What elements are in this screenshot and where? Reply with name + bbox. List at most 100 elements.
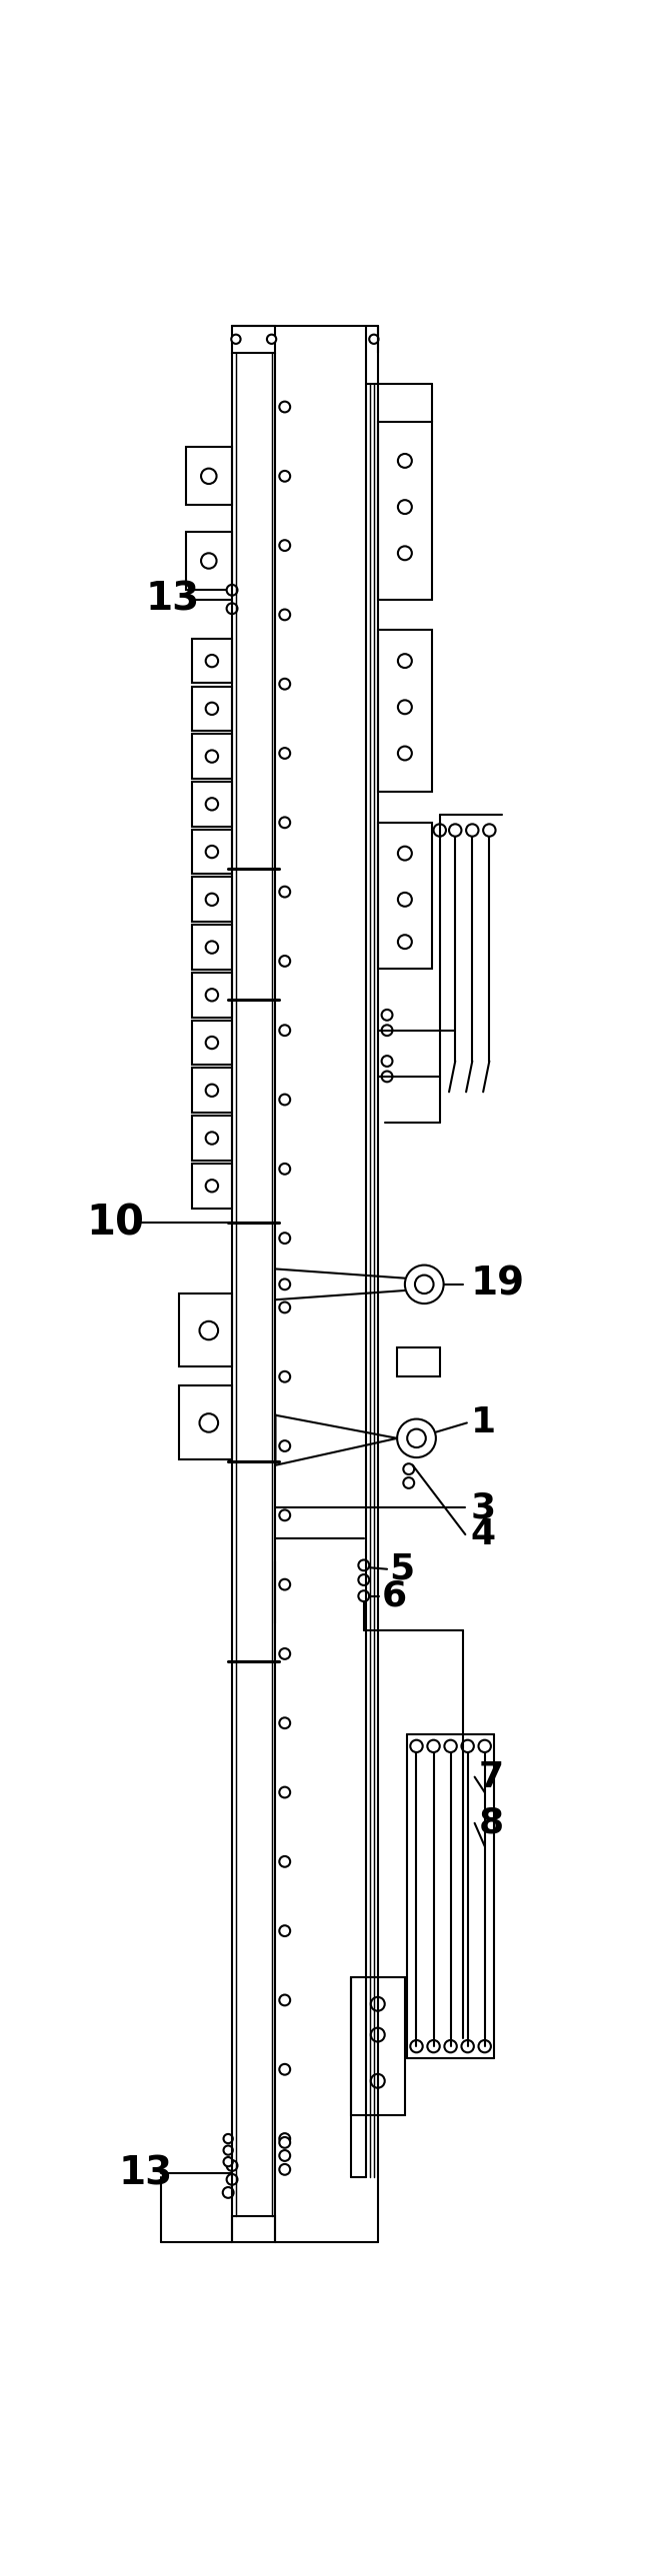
Circle shape <box>428 2040 440 2053</box>
Bar <box>192 1164 232 1208</box>
Bar <box>192 974 232 1018</box>
Circle shape <box>206 654 218 667</box>
Circle shape <box>398 747 412 760</box>
Circle shape <box>279 1788 290 1798</box>
Circle shape <box>404 1479 414 1489</box>
Circle shape <box>279 2138 290 2148</box>
Circle shape <box>279 2164 290 2174</box>
Circle shape <box>279 1164 290 1175</box>
Bar <box>192 734 232 778</box>
Bar <box>179 1293 232 1368</box>
Circle shape <box>224 2146 233 2156</box>
Bar <box>192 1069 232 1113</box>
Bar <box>378 822 432 969</box>
Circle shape <box>398 546 412 559</box>
Text: 4: 4 <box>471 1517 496 1551</box>
Circle shape <box>279 1370 290 1383</box>
Bar <box>397 1347 440 1376</box>
Circle shape <box>279 1649 290 1659</box>
Circle shape <box>206 1131 218 1144</box>
Circle shape <box>371 1996 385 2012</box>
Circle shape <box>279 2133 290 2143</box>
Bar <box>232 2215 276 2244</box>
Text: 1: 1 <box>471 1406 496 1440</box>
Circle shape <box>279 541 290 551</box>
Circle shape <box>279 1095 290 1105</box>
Circle shape <box>206 989 218 1002</box>
Circle shape <box>206 940 218 953</box>
Circle shape <box>279 1924 290 1937</box>
Circle shape <box>449 824 462 837</box>
Circle shape <box>279 956 290 966</box>
Circle shape <box>382 1056 392 1066</box>
Bar <box>350 1976 405 2115</box>
Bar <box>378 422 432 600</box>
Circle shape <box>462 1739 474 1752</box>
Bar <box>192 1115 232 1159</box>
Bar <box>378 631 432 791</box>
Circle shape <box>224 2156 233 2166</box>
Circle shape <box>279 1301 290 1314</box>
Circle shape <box>279 2151 290 2161</box>
Text: 13: 13 <box>118 2154 172 2192</box>
Circle shape <box>224 2133 233 2143</box>
Circle shape <box>398 701 412 714</box>
Circle shape <box>478 2040 491 2053</box>
Text: 13: 13 <box>145 580 200 618</box>
Circle shape <box>415 1275 434 1293</box>
Circle shape <box>200 1414 218 1432</box>
Circle shape <box>462 2040 474 2053</box>
Circle shape <box>279 1718 290 1728</box>
Circle shape <box>358 1589 369 1602</box>
Bar <box>192 1020 232 1064</box>
Bar <box>192 878 232 922</box>
Circle shape <box>279 1857 290 1868</box>
Text: 10: 10 <box>87 1203 145 1244</box>
Bar <box>186 531 232 590</box>
Circle shape <box>279 611 290 621</box>
Circle shape <box>398 500 412 513</box>
Circle shape <box>279 677 290 690</box>
Bar <box>192 685 232 732</box>
Circle shape <box>226 585 238 595</box>
Circle shape <box>226 2161 238 2172</box>
Circle shape <box>226 2174 238 2184</box>
Circle shape <box>382 1072 392 1082</box>
Bar <box>192 781 232 827</box>
Circle shape <box>410 1739 423 1752</box>
Circle shape <box>279 402 290 412</box>
Circle shape <box>371 2027 385 2043</box>
Circle shape <box>206 1180 218 1193</box>
Bar <box>186 446 232 505</box>
Circle shape <box>279 886 290 896</box>
Circle shape <box>279 1278 290 1291</box>
Circle shape <box>206 750 218 762</box>
Circle shape <box>444 1739 457 1752</box>
Circle shape <box>206 799 218 811</box>
Circle shape <box>279 1994 290 2007</box>
Circle shape <box>371 2074 385 2089</box>
Circle shape <box>201 554 216 569</box>
Circle shape <box>358 1574 369 1584</box>
Circle shape <box>398 935 412 948</box>
Circle shape <box>201 469 216 484</box>
Circle shape <box>397 1419 436 1458</box>
Circle shape <box>222 2187 234 2197</box>
Text: 7: 7 <box>478 1759 503 1793</box>
Bar <box>232 327 276 353</box>
Circle shape <box>483 824 496 837</box>
Circle shape <box>358 1561 369 1571</box>
Circle shape <box>369 335 378 343</box>
Circle shape <box>206 894 218 907</box>
Circle shape <box>428 1739 440 1752</box>
Circle shape <box>279 1025 290 1036</box>
Circle shape <box>279 747 290 757</box>
Circle shape <box>382 1010 392 1020</box>
Circle shape <box>466 824 478 837</box>
Circle shape <box>279 471 290 482</box>
Text: 19: 19 <box>471 1265 525 1303</box>
Circle shape <box>279 1510 290 1520</box>
Bar <box>192 925 232 969</box>
Circle shape <box>279 817 290 827</box>
Circle shape <box>478 1739 491 1752</box>
